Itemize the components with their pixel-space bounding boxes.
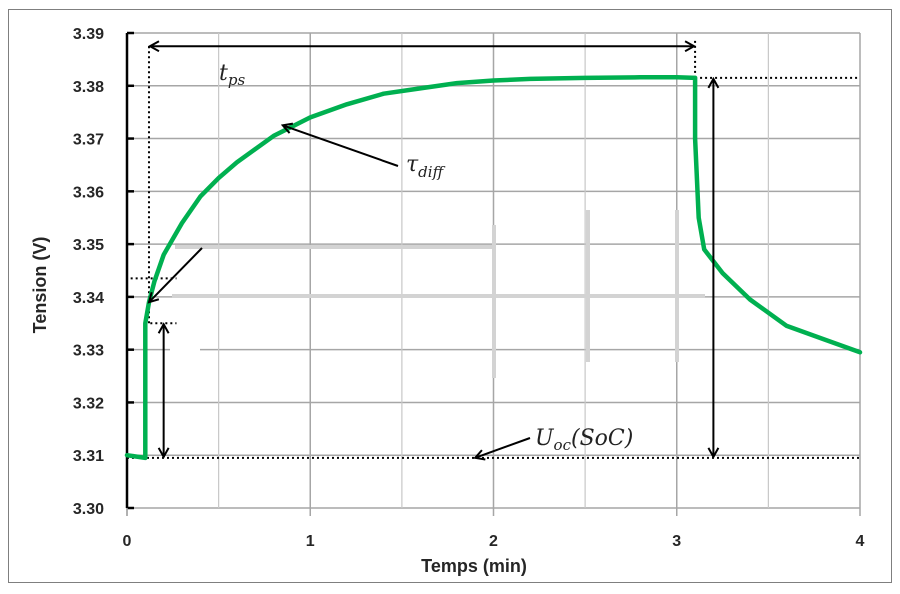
uoc-arrow bbox=[475, 437, 531, 458]
y-tick-label: 3.38 bbox=[73, 79, 104, 96]
y-tick-label: 3.30 bbox=[73, 501, 104, 518]
initial-step-arrow bbox=[149, 247, 203, 302]
x-axis-title: Temps (min) bbox=[421, 556, 527, 576]
y-axis-title: Tension (V) bbox=[30, 237, 50, 334]
x-tick-label: 4 bbox=[856, 533, 865, 550]
tps-label: tps bbox=[219, 61, 245, 89]
y-tick-label: 3.37 bbox=[73, 132, 104, 149]
y-tick-label: 3.39 bbox=[73, 26, 104, 43]
uoc-soc-label: Uoc(SoC) bbox=[535, 426, 633, 454]
y-tick-label: 3.36 bbox=[73, 184, 104, 201]
light-gray-artifacts bbox=[170, 210, 705, 400]
y-tick-label: 3.33 bbox=[73, 343, 104, 360]
voltage-line bbox=[124, 75, 863, 461]
y-tick-label: 3.35 bbox=[73, 237, 104, 254]
axes bbox=[125, 31, 134, 516]
y-tick-label: 3.31 bbox=[73, 448, 104, 465]
x-tick-label: 2 bbox=[489, 533, 498, 550]
tau-diff-arrow bbox=[283, 125, 399, 167]
x-tick-label: 3 bbox=[672, 533, 681, 550]
annotation-arrows bbox=[149, 46, 713, 458]
y-tick-label: 3.32 bbox=[73, 395, 104, 412]
series-tension bbox=[124, 75, 863, 461]
x-tick-label: 1 bbox=[306, 533, 315, 550]
x-tick-label: 0 bbox=[123, 533, 132, 550]
gridlines bbox=[126, 32, 861, 516]
y-tick-label: 3.34 bbox=[73, 290, 104, 307]
tau-diff-label: τdiff bbox=[406, 152, 446, 181]
tick-labels: 3.30 3.31 3.32 3.33 3.34 3.35 3.36 3.37 3.38 3.39… bbox=[73, 26, 865, 550]
